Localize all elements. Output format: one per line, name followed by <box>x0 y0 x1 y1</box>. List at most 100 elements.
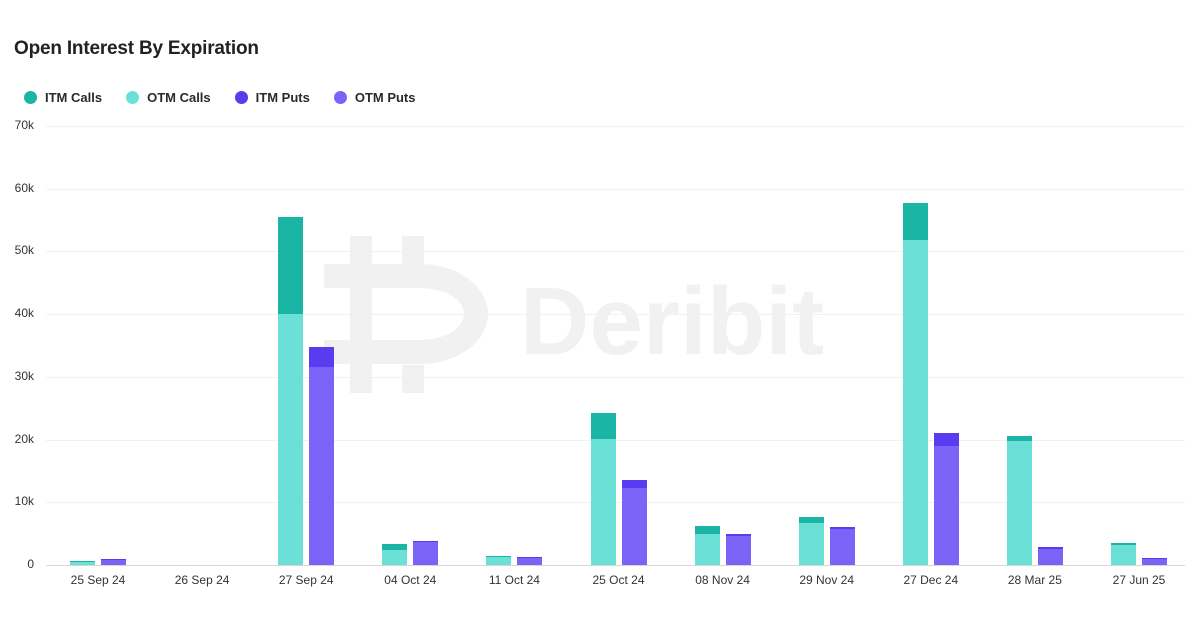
bar-segment-otm-calls[interactable] <box>590 438 616 565</box>
y-tick-label: 30k <box>14 368 34 383</box>
bar-puts[interactable] <box>1037 546 1063 565</box>
bar-puts[interactable] <box>725 534 751 565</box>
bar-segment-itm-puts[interactable] <box>621 479 647 489</box>
bar-segment-otm-puts[interactable] <box>725 535 751 565</box>
bar-segment-itm-puts[interactable] <box>933 433 959 446</box>
bar-calls[interactable] <box>1006 435 1032 565</box>
x-tick-label: 25 Sep 24 <box>70 573 126 587</box>
bar-calls[interactable] <box>70 561 95 565</box>
bar-segment-otm-puts[interactable] <box>1142 558 1167 565</box>
bar-segment-itm-calls[interactable] <box>1006 435 1032 442</box>
bar-segment-otm-calls[interactable] <box>694 533 720 565</box>
bar-puts[interactable] <box>933 433 959 565</box>
x-tick-label: 27 Sep 24 <box>278 573 334 587</box>
x-axis-line <box>46 565 1185 566</box>
bar-calls[interactable] <box>694 526 720 565</box>
legend-item-itm-puts[interactable]: ITM Puts <box>234 90 310 105</box>
bar-calls[interactable] <box>590 412 616 565</box>
bar-segment-itm-puts[interactable] <box>1142 558 1167 559</box>
bar-segment-itm-puts[interactable] <box>101 559 126 560</box>
bar-segment-otm-puts[interactable] <box>933 445 959 565</box>
bar-segment-otm-puts[interactable] <box>517 558 543 565</box>
x-tick-label: 08 Nov 24 <box>695 573 750 587</box>
bar-puts[interactable] <box>517 557 543 565</box>
x-tick-label: 25 Oct 24 <box>592 573 645 587</box>
gridline <box>46 502 1185 504</box>
bar-segment-otm-calls[interactable] <box>1111 544 1136 565</box>
chart-legend: ITM Calls OTM Calls ITM Puts OTM Puts <box>24 90 440 105</box>
gridline <box>46 251 1185 253</box>
legend-dot-icon <box>126 91 140 104</box>
bar-segment-otm-calls[interactable] <box>278 314 304 565</box>
bar-calls[interactable] <box>798 516 824 565</box>
bar-segment-otm-puts[interactable] <box>101 559 126 565</box>
legend-item-itm-calls[interactable]: ITM Calls <box>24 90 102 105</box>
bar-segment-otm-puts[interactable] <box>829 528 855 565</box>
x-tick-label: 04 Oct 24 <box>384 573 437 587</box>
bar-segment-itm-puts[interactable] <box>517 557 543 559</box>
bar-calls[interactable] <box>902 203 928 565</box>
bar-segment-itm-calls[interactable] <box>486 556 512 558</box>
gridline <box>46 376 1185 378</box>
bar-segment-itm-calls[interactable] <box>590 412 616 439</box>
bar-puts[interactable] <box>829 526 855 565</box>
x-tick-label: 27 Jun 25 <box>1112 573 1166 587</box>
bar-segment-itm-calls[interactable] <box>70 561 95 562</box>
bar-segment-itm-calls[interactable] <box>902 203 928 240</box>
bar-segment-otm-puts[interactable] <box>413 542 439 565</box>
legend-dot-icon <box>24 91 37 104</box>
y-tick-label: 70k <box>14 118 34 132</box>
bar-segment-itm-puts[interactable] <box>413 541 439 543</box>
legend-label: ITM Calls <box>45 90 103 105</box>
bar-puts[interactable] <box>621 479 647 565</box>
x-tick-label: 27 Dec 24 <box>903 573 959 587</box>
bar-segment-otm-puts[interactable] <box>1037 548 1063 565</box>
bar-segment-itm-puts[interactable] <box>1037 546 1063 549</box>
bar-segment-itm-calls[interactable] <box>382 543 408 551</box>
deribit-watermark-icon: Deribit <box>324 236 824 393</box>
legend-item-otm-puts[interactable]: OTM Puts <box>333 90 416 105</box>
bar-puts[interactable] <box>413 541 439 565</box>
y-tick-label: 10k <box>14 494 34 509</box>
bar-segment-itm-puts[interactable] <box>309 346 335 367</box>
bar-segment-otm-calls[interactable] <box>70 561 95 565</box>
bar-calls[interactable] <box>382 543 408 565</box>
bar-puts[interactable] <box>309 346 335 565</box>
bar-segment-itm-calls[interactable] <box>1111 543 1136 545</box>
bar-segment-otm-puts[interactable] <box>621 488 647 565</box>
bar-segment-otm-calls[interactable] <box>902 239 928 565</box>
bar-segment-itm-puts[interactable] <box>725 534 751 536</box>
bar-segment-otm-puts[interactable] <box>309 366 335 565</box>
bar-segment-itm-calls[interactable] <box>694 526 720 534</box>
chart-title: Open Interest By Expiration <box>14 38 259 59</box>
gridline <box>46 439 1185 441</box>
x-tick-label: 28 Mar 25 <box>1007 573 1062 587</box>
gridline <box>46 314 1185 316</box>
legend-label: OTM Calls <box>147 90 211 105</box>
legend-dot-icon <box>333 91 347 104</box>
bar-segment-otm-calls[interactable] <box>382 550 408 565</box>
bar-segment-otm-calls[interactable] <box>1006 441 1032 565</box>
bar-puts[interactable] <box>1142 558 1167 565</box>
y-tick-label: 60k <box>14 180 34 195</box>
gridline <box>46 188 1185 190</box>
bar-segment-otm-calls[interactable] <box>798 522 824 565</box>
legend-label: ITM Puts <box>255 90 310 105</box>
legend-item-otm-calls[interactable]: OTM Calls <box>126 90 211 105</box>
x-tick-label: 26 Sep 24 <box>174 573 230 587</box>
x-tick-label: 11 Oct 24 <box>488 573 540 587</box>
bar-segment-itm-puts[interactable] <box>829 526 855 529</box>
y-tick-label: 50k <box>14 243 34 258</box>
legend-label: OTM Puts <box>354 90 416 105</box>
bar-calls[interactable] <box>486 556 512 565</box>
bar-calls[interactable] <box>1111 543 1136 565</box>
bar-calls[interactable] <box>278 216 304 565</box>
watermark-text: Deribit <box>520 268 824 375</box>
legend-dot-icon <box>234 91 248 104</box>
bar-segment-otm-calls[interactable] <box>486 557 512 565</box>
x-tick-label: 29 Nov 24 <box>799 573 855 587</box>
bar-segment-itm-calls[interactable] <box>278 216 304 315</box>
bar-segment-itm-calls[interactable] <box>798 516 824 523</box>
bar-puts[interactable] <box>101 559 126 565</box>
